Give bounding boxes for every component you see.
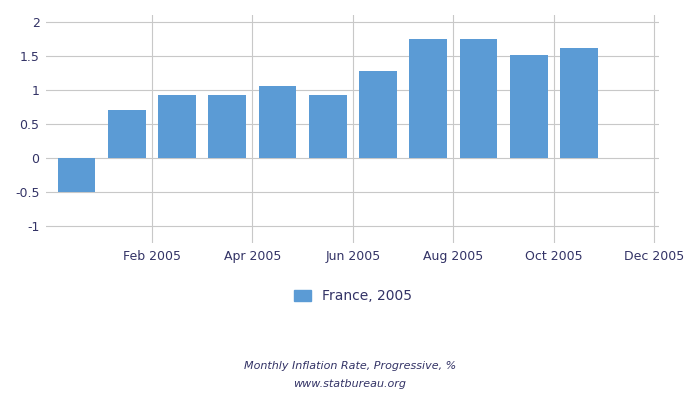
Bar	[309, 94, 346, 158]
Text: www.statbureau.org: www.statbureau.org	[293, 379, 407, 389]
Bar	[209, 94, 246, 158]
Bar	[108, 110, 146, 158]
Bar	[359, 71, 397, 158]
Legend: France, 2005: France, 2005	[288, 284, 417, 309]
Bar	[560, 48, 598, 158]
Bar	[510, 55, 547, 158]
Bar	[460, 39, 497, 158]
Bar	[57, 158, 95, 192]
Bar	[158, 94, 196, 158]
Bar	[410, 39, 447, 158]
Bar	[259, 86, 296, 158]
Text: Monthly Inflation Rate, Progressive, %: Monthly Inflation Rate, Progressive, %	[244, 361, 456, 371]
